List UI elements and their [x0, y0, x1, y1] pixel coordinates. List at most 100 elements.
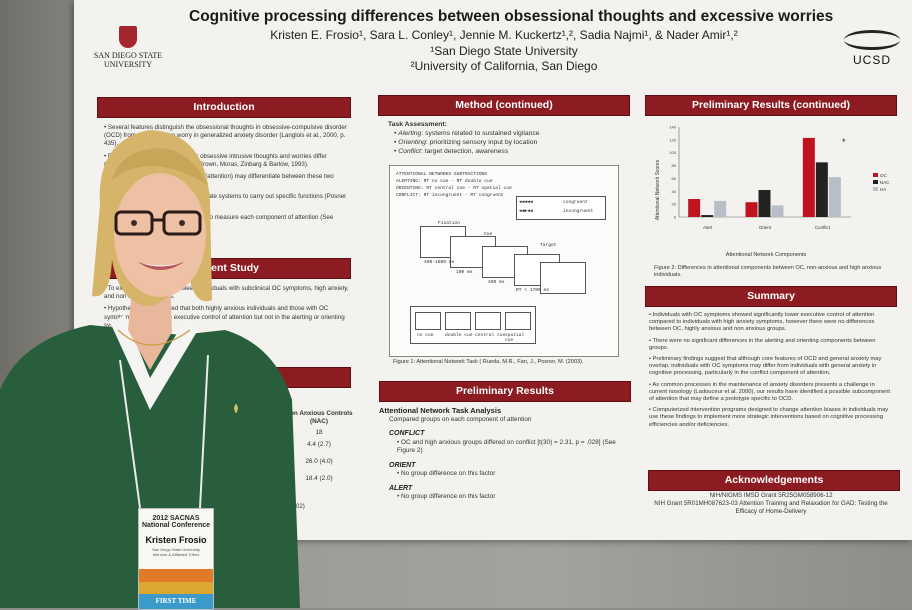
- chart-x-label: Attentional Network Components: [726, 252, 807, 258]
- arrows-congruent-icon: ◄◄◄◄◄: [519, 200, 533, 205]
- summary-text: Individuals with OC symptoms showed sign…: [649, 312, 893, 433]
- chart-y-tick-label: 60: [672, 176, 677, 181]
- demographics-table: Non Anxious Controls (NAC) 18 4.4 (2.7) …: [284, 410, 354, 483]
- alert-heading: ALERT: [389, 484, 413, 492]
- method-continued-header: Method (continued): [378, 95, 630, 116]
- chart-y-tick-label: 140: [669, 125, 676, 130]
- cue-type-screen: [415, 312, 441, 330]
- subtraction-line: ALERTING: RT no cue - RT double cue: [396, 179, 493, 184]
- cue-type-screen: [505, 312, 531, 330]
- introduction-header: Introduction: [97, 97, 351, 118]
- presenter-photo: [0, 130, 300, 608]
- table-cell: 18: [315, 429, 323, 437]
- poster-title: Cognitive processing differences between…: [189, 8, 834, 25]
- intro-bullet: Several features distinguish the obsessi…: [104, 124, 349, 149]
- ucsd-mark-icon: [844, 30, 900, 50]
- flanker-box: ◄◄◄◄◄ ◄◄►◄◄ congruent incongruent: [516, 196, 606, 220]
- table-cell: 26.0 (4.0): [305, 457, 333, 465]
- logo-embroidery-icon: [234, 404, 238, 413]
- chart-legend-label: HA: [880, 187, 886, 192]
- chart-y-tick-label: 100: [669, 150, 676, 155]
- acknowledgements-header: Acknowledgements: [648, 470, 900, 491]
- preliminary-results-text: Attentional Network Task Analysis Compar…: [379, 406, 624, 502]
- chart-bar-nac: [701, 215, 714, 217]
- chart-category-label: Orient: [759, 225, 772, 230]
- ack-line: NIH Grant 5R01MH087623-03 Attention Trai…: [654, 500, 888, 515]
- task-item-text: : target detection, awareness: [420, 148, 509, 155]
- chart-bar-ha: [828, 177, 841, 217]
- chart-bar-ha: [771, 205, 784, 217]
- conflict-heading: CONFLICT: [389, 430, 425, 437]
- timing-label: 400-1600 ms: [424, 260, 455, 265]
- badge-ribbon-gold: [139, 582, 213, 594]
- affiliation-2: ²University of California, San Diego: [410, 59, 598, 73]
- chart-y-tick-label: 20: [672, 202, 677, 207]
- timing-label: 100 ms: [456, 270, 473, 275]
- incongruent-label: incongruent: [563, 209, 594, 214]
- cue-label: Cue: [484, 232, 493, 237]
- sdsu-logo-text: SAN DIEGO STATE UNIVERSITY: [93, 51, 163, 69]
- badge-ribbon-first-time: FIRST TIME: [139, 594, 213, 609]
- cue-type-screen: [475, 312, 501, 330]
- intro-bullet: Research has examined whether obsessive …: [104, 153, 349, 169]
- green-sweater: [0, 325, 300, 608]
- chart-bar-nac: [758, 190, 771, 217]
- chart-bar-nac: [815, 162, 828, 217]
- summary-bullet: Computerized intervention programs desig…: [649, 407, 893, 429]
- task-item-orienting: Orienting: prioritizing sensory input by…: [388, 138, 628, 147]
- cue-type-screen: [445, 312, 471, 330]
- chart-bar-oc: [802, 137, 815, 217]
- poster-authors: Kristen E. Frosio¹, Sara L. Conley¹, Jen…: [270, 28, 738, 42]
- chart-y-label: Attentional Network Scores: [655, 159, 661, 220]
- acknowledgements-text: NIH/NIGMS IMSD Grant 5R25GM058906-12 NIH…: [646, 492, 896, 516]
- timing-label: 400 ms: [488, 280, 505, 285]
- subtractions-title: ATTENTIONAL NETWORKS SUBTRACTIONS: [396, 172, 487, 177]
- task-item-label: Conflict: [398, 148, 421, 155]
- chart-category-label: Conflict: [815, 225, 831, 230]
- congruent-label: congruent: [563, 200, 588, 205]
- conflict-text: OC and high anxious groups differed on c…: [379, 439, 624, 456]
- orient-text: No group difference on this factor: [379, 470, 624, 479]
- eye-right: [179, 220, 185, 226]
- response-screen: [540, 262, 586, 294]
- ucsd-logo-text: UCSD: [852, 53, 891, 67]
- sdsu-logo: SAN DIEGO STATE UNIVERSITY: [88, 26, 168, 69]
- chart-y-tick-label: 0: [674, 215, 677, 220]
- arrows-incongruent-icon: ◄◄►◄◄: [519, 209, 533, 214]
- chart-bar-oc: [745, 202, 758, 217]
- task-item-alerting: Alerting: systems related to sustained v…: [388, 129, 628, 138]
- ack-line: NIH/NIGMS IMSD Grant 5R25GM058906-12: [709, 492, 833, 499]
- preliminary-results-header: Preliminary Results: [379, 381, 631, 402]
- fixation-label: Fixation: [438, 221, 461, 226]
- chart-category-label: Alert: [703, 225, 713, 230]
- teeth: [141, 263, 181, 267]
- face: [114, 173, 206, 297]
- ant-figure: ATTENTIONAL NETWORKS SUBTRACTIONS ALERTI…: [389, 165, 619, 357]
- alert-text: No group difference on this factor: [379, 493, 624, 502]
- badge-school: San Diego State University: [152, 547, 200, 552]
- badge-name: Kristen Frosio: [145, 535, 207, 545]
- cue-type-label: central cue: [475, 333, 506, 338]
- task-assessment: Task Assessment: Alerting: systems relat…: [388, 120, 628, 156]
- research-poster: SAN DIEGO STATE UNIVERSITY UCSD Cognitiv…: [74, 0, 912, 540]
- footnote: 2002): [289, 503, 305, 510]
- badge-org: Mentors & Affiliated Tribes: [152, 552, 200, 557]
- table-cell: 4.4 (2.7): [307, 440, 331, 448]
- glasses-right: [162, 210, 202, 236]
- chart-bar-oc: [688, 199, 701, 217]
- name-badge: 2012 SACNAS National Conference Kristen …: [138, 508, 214, 610]
- orient-heading: ORIENT: [389, 461, 416, 469]
- chart-y-tick-label: 120: [669, 137, 676, 142]
- summary-bullet: Individuals with OC symptoms showed sign…: [649, 312, 893, 334]
- significance-marker: *: [842, 137, 846, 147]
- figure-1-caption: Figure 1: Attentional Network Task ( Rue…: [393, 359, 584, 365]
- table-header-nac: Non Anxious Controls (NAC): [285, 410, 353, 426]
- cue-type-label: no cue: [417, 333, 434, 338]
- attention-bar-chart: Attentional Network Scores Attentional N…: [655, 125, 890, 259]
- summary-header: Summary: [645, 286, 897, 307]
- eye-left: [131, 220, 137, 226]
- sdsu-crest-icon: [119, 26, 137, 48]
- task-item-label: Alerting: [398, 130, 422, 137]
- timing-label: RT < 1700 ms: [516, 288, 550, 293]
- chart-legend-label: NAC: [880, 180, 890, 185]
